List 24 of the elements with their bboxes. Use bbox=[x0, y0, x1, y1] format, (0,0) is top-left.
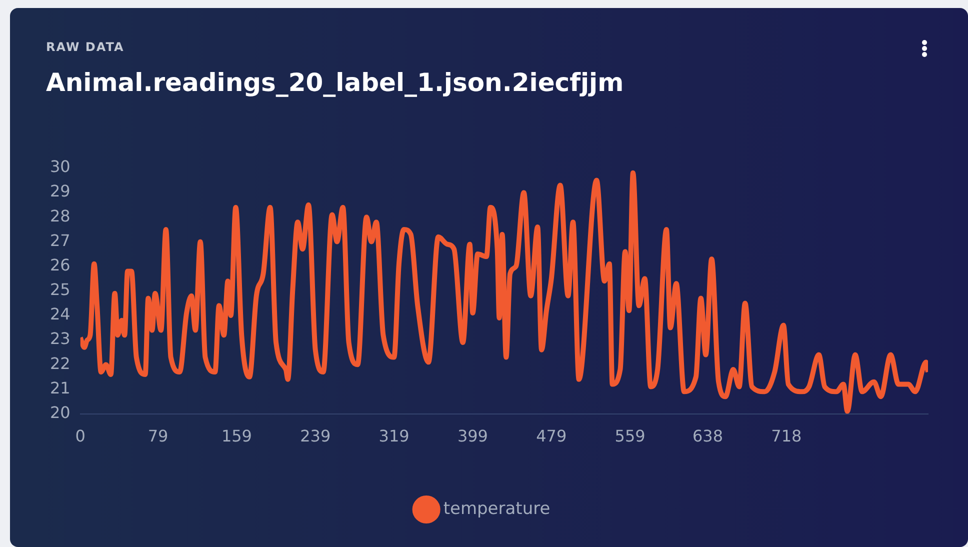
y-tick-label: 20 bbox=[50, 402, 70, 422]
x-tick-label: 559 bbox=[614, 426, 646, 446]
x-tick-label: 718 bbox=[771, 426, 802, 446]
x-tick-label: 638 bbox=[692, 426, 724, 446]
x-tick-label: 79 bbox=[148, 426, 168, 446]
y-tick-label: 27 bbox=[50, 230, 70, 250]
x-tick-label: 399 bbox=[457, 426, 488, 446]
y-tick-label: 22 bbox=[50, 354, 70, 373]
chart-title: Animal.readings_20_label_1.json.2iecfjjm bbox=[46, 68, 624, 97]
y-tick-label: 29 bbox=[50, 182, 70, 201]
y-tick-label: 24 bbox=[50, 304, 70, 324]
y-tick-label: 26 bbox=[50, 255, 70, 274]
x-tick-label: 159 bbox=[221, 426, 252, 446]
x-tick-label: 479 bbox=[536, 426, 567, 446]
x-tick-label: 239 bbox=[300, 426, 331, 446]
y-tick-label: 30 bbox=[50, 157, 70, 176]
y-tick-label: 21 bbox=[50, 378, 70, 398]
y-tick-label: 28 bbox=[50, 206, 70, 226]
chart-subtitle: RAW DATA bbox=[46, 40, 124, 54]
y-tick-label: 23 bbox=[50, 329, 70, 348]
x-tick-label: 0 bbox=[75, 426, 86, 446]
legend-label: temperature bbox=[443, 498, 550, 519]
y-tick-label: 25 bbox=[50, 280, 70, 300]
x-tick-label: 319 bbox=[378, 426, 410, 446]
